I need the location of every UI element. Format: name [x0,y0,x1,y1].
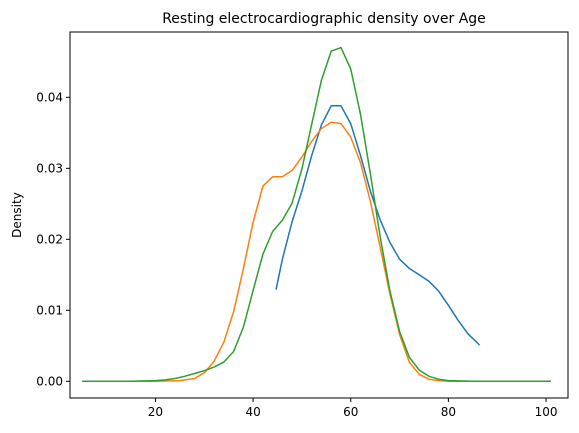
plot-frame [69,31,569,399]
x-tick-label: 60 [343,405,358,419]
series-line-2 [82,121,551,383]
y-tick-label: 0.01 [36,303,63,317]
y-tick-label: 0.03 [36,161,63,175]
tick-layer: 20 40 60 80 100 0.00 0.01 0.02 0.03 0.04 [36,90,557,419]
y-tick-label: 0.00 [36,374,63,388]
y-axis-label: Density [10,192,24,238]
series-line-3 [82,46,551,383]
y-tick-label: 0.04 [36,90,63,104]
x-tick-label: 80 [441,405,456,419]
y-tick-label: 0.02 [36,232,63,246]
x-tick-label: 40 [245,405,260,419]
x-tick-label: 20 [148,405,163,419]
chart-title: Resting electrocardiographic density ove… [162,11,486,27]
x-tick-label: 100 [535,405,558,419]
series-layer [82,46,551,383]
